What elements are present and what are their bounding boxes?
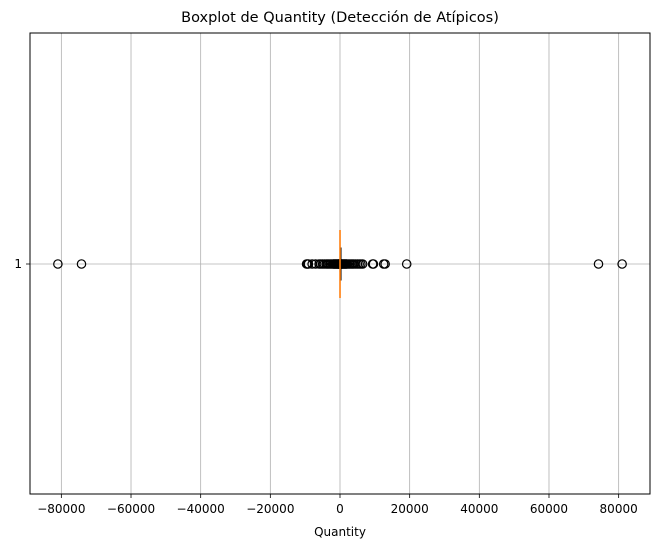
outlier-point bbox=[303, 259, 314, 269]
x-tick-label: 60000 bbox=[530, 502, 568, 516]
outlier-point bbox=[368, 259, 379, 269]
outlier-point bbox=[617, 259, 627, 269]
x-tick-label: 80000 bbox=[600, 502, 638, 516]
y-tick-label: 1 bbox=[14, 257, 22, 271]
x-tick-label: 0 bbox=[336, 502, 344, 516]
outlier-point bbox=[357, 259, 368, 269]
x-tick-label: −20000 bbox=[246, 502, 294, 516]
outlier-point bbox=[53, 259, 63, 269]
outlier-point bbox=[401, 259, 412, 269]
outlier-point bbox=[380, 259, 390, 269]
x-tick-label: −80000 bbox=[37, 502, 85, 516]
marks-layer bbox=[53, 230, 627, 298]
axis-layer: −80000 −60000 −40000 −20000 0 20000 40000 60000… bbox=[14, 257, 637, 516]
outlier-point bbox=[593, 259, 604, 269]
x-tick-label: 40000 bbox=[460, 502, 498, 516]
x-tick-label: 20000 bbox=[391, 502, 429, 516]
outlier-point bbox=[76, 259, 87, 269]
x-axis-label: Quantity bbox=[314, 525, 366, 539]
chart-title: Boxplot de Quantity (Detección de Atípic… bbox=[181, 10, 499, 26]
x-tick-label: −60000 bbox=[107, 502, 155, 516]
x-tick-label: −40000 bbox=[177, 502, 225, 516]
